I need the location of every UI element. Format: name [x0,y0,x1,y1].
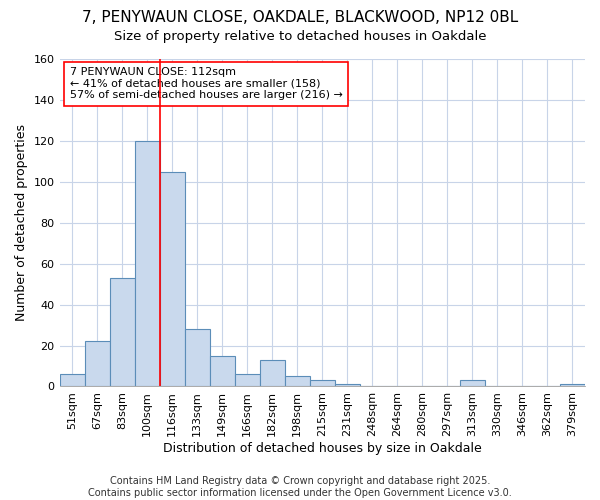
X-axis label: Distribution of detached houses by size in Oakdale: Distribution of detached houses by size … [163,442,482,455]
Text: Size of property relative to detached houses in Oakdale: Size of property relative to detached ho… [114,30,486,43]
Bar [335,384,360,386]
Bar [59,374,85,386]
Bar [110,278,134,386]
Bar [235,374,260,386]
Bar [560,384,585,386]
Y-axis label: Number of detached properties: Number of detached properties [15,124,28,321]
Text: Contains HM Land Registry data © Crown copyright and database right 2025.
Contai: Contains HM Land Registry data © Crown c… [88,476,512,498]
Bar [160,172,185,386]
Bar [209,356,235,386]
Text: 7, PENYWAUN CLOSE, OAKDALE, BLACKWOOD, NP12 0BL: 7, PENYWAUN CLOSE, OAKDALE, BLACKWOOD, N… [82,10,518,25]
Bar [134,141,160,386]
Text: 7 PENYWAUN CLOSE: 112sqm
← 41% of detached houses are smaller (158)
57% of semi-: 7 PENYWAUN CLOSE: 112sqm ← 41% of detach… [70,67,343,100]
Bar [285,376,310,386]
Bar [260,360,285,386]
Bar [185,329,209,386]
Bar [310,380,335,386]
Bar [460,380,485,386]
Bar [85,342,110,386]
